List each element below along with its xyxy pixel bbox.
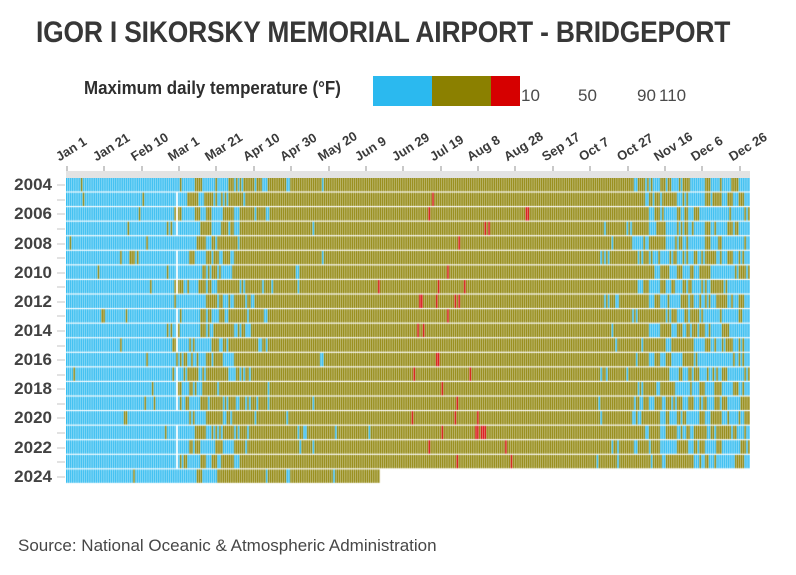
y-axis-label: 2012 bbox=[14, 291, 52, 311]
x-axis-label: Mar 1 bbox=[165, 133, 202, 164]
x-axis-label: Jul 19 bbox=[426, 131, 466, 164]
x-tick-mark bbox=[663, 166, 666, 171]
legend-colorbar bbox=[373, 76, 520, 106]
y-tick-mark bbox=[57, 359, 65, 362]
x-axis-label: Mar 21 bbox=[202, 129, 246, 164]
y-axis-label: 2024 bbox=[14, 466, 52, 486]
x-tick-mark bbox=[477, 166, 480, 171]
y-tick-mark bbox=[57, 271, 65, 274]
source-note: Source: National Oceanic & Atmospheric A… bbox=[18, 536, 437, 555]
x-tick-mark bbox=[364, 166, 367, 171]
colorbar-segment-cold bbox=[373, 76, 432, 106]
y-tick-mark bbox=[57, 300, 65, 303]
legend-tick-90: 90 bbox=[637, 86, 656, 105]
x-axis-label: Apr 30 bbox=[277, 129, 320, 164]
x-tick-mark bbox=[589, 166, 592, 171]
x-tick-mark bbox=[252, 166, 255, 171]
colorbar-segment-warm bbox=[431, 76, 491, 106]
x-axis-label: Apr 10 bbox=[239, 129, 283, 164]
x-tick-mark bbox=[701, 166, 704, 171]
y-tick-mark bbox=[57, 330, 65, 332]
y-tick-mark bbox=[57, 388, 65, 391]
heatmap-canvas bbox=[66, 178, 750, 484]
y-tick-mark bbox=[57, 402, 65, 405]
y-axis-label: 2008 bbox=[14, 233, 52, 253]
colorbar-segment-hot bbox=[490, 76, 520, 106]
y-tick-mark bbox=[57, 184, 65, 187]
y-tick-mark bbox=[57, 475, 65, 478]
missing-data-strip bbox=[66, 171, 750, 178]
x-tick-mark bbox=[439, 166, 442, 171]
legend-tick-10: 10 bbox=[521, 86, 540, 105]
x-axis-label: Jan 21 bbox=[90, 129, 133, 164]
x-axis-label: Dec 6 bbox=[688, 132, 726, 164]
y-axis-label: 2004 bbox=[14, 175, 52, 195]
x-tick-mark bbox=[103, 166, 106, 171]
y-tick-mark bbox=[57, 315, 65, 318]
x-tick-mark bbox=[140, 166, 143, 171]
x-tick-mark bbox=[65, 166, 68, 171]
y-tick-mark bbox=[57, 286, 65, 289]
x-tick-mark bbox=[626, 166, 629, 171]
y-tick-mark bbox=[57, 417, 65, 420]
y-tick-mark bbox=[57, 432, 65, 434]
x-axis-label: Jan 1 bbox=[52, 133, 90, 164]
x-tick-mark bbox=[178, 166, 181, 171]
y-tick-mark bbox=[57, 461, 65, 464]
x-axis-label: Sep 17 bbox=[538, 129, 583, 164]
y-axis-label: 2022 bbox=[14, 437, 52, 457]
y-tick-mark bbox=[57, 446, 65, 449]
y-tick-mark bbox=[57, 242, 65, 245]
y-axis-label: 2020 bbox=[14, 408, 52, 428]
y-tick-mark bbox=[57, 213, 65, 216]
legend-tick-110: 110 bbox=[659, 86, 687, 105]
y-tick-mark bbox=[57, 257, 65, 260]
x-axis-label: Dec 26 bbox=[725, 129, 770, 164]
legend-tick-50: 50 bbox=[578, 86, 597, 105]
x-axis-label: Jun 29 bbox=[389, 129, 433, 164]
x-axis-label: May 20 bbox=[314, 128, 360, 164]
y-axis-label: 2006 bbox=[14, 204, 52, 224]
y-axis-label: 2016 bbox=[14, 350, 52, 370]
x-axis-label: Aug 28 bbox=[501, 128, 547, 164]
y-tick-mark bbox=[57, 198, 65, 201]
x-axis-label: Feb 10 bbox=[127, 129, 171, 164]
y-axis-label: 2014 bbox=[14, 321, 52, 340]
page-title: IGOR I SIKORSKY MEMORIAL AIRPORT - BRIDG… bbox=[36, 16, 731, 49]
y-tick-mark bbox=[57, 344, 65, 347]
x-tick-mark bbox=[290, 166, 293, 171]
x-axis-label: Oct 7 bbox=[576, 134, 612, 164]
y-tick-mark bbox=[57, 373, 65, 376]
x-tick-mark bbox=[738, 166, 741, 171]
x-axis-label: Aug 8 bbox=[464, 132, 503, 164]
x-axis-label: Nov 16 bbox=[651, 128, 696, 164]
x-tick-mark bbox=[514, 166, 517, 171]
y-tick-mark bbox=[57, 228, 65, 230]
x-tick-mark bbox=[551, 166, 554, 171]
x-tick-mark bbox=[402, 166, 405, 171]
x-tick-mark bbox=[215, 166, 218, 171]
x-axis-label: Oct 27 bbox=[613, 130, 656, 164]
x-tick-mark bbox=[327, 166, 330, 171]
y-axis-label: 2018 bbox=[14, 379, 52, 399]
y-axis-label: 2010 bbox=[14, 262, 52, 282]
legend-label: Maximum daily temperature (°F) bbox=[84, 78, 341, 98]
